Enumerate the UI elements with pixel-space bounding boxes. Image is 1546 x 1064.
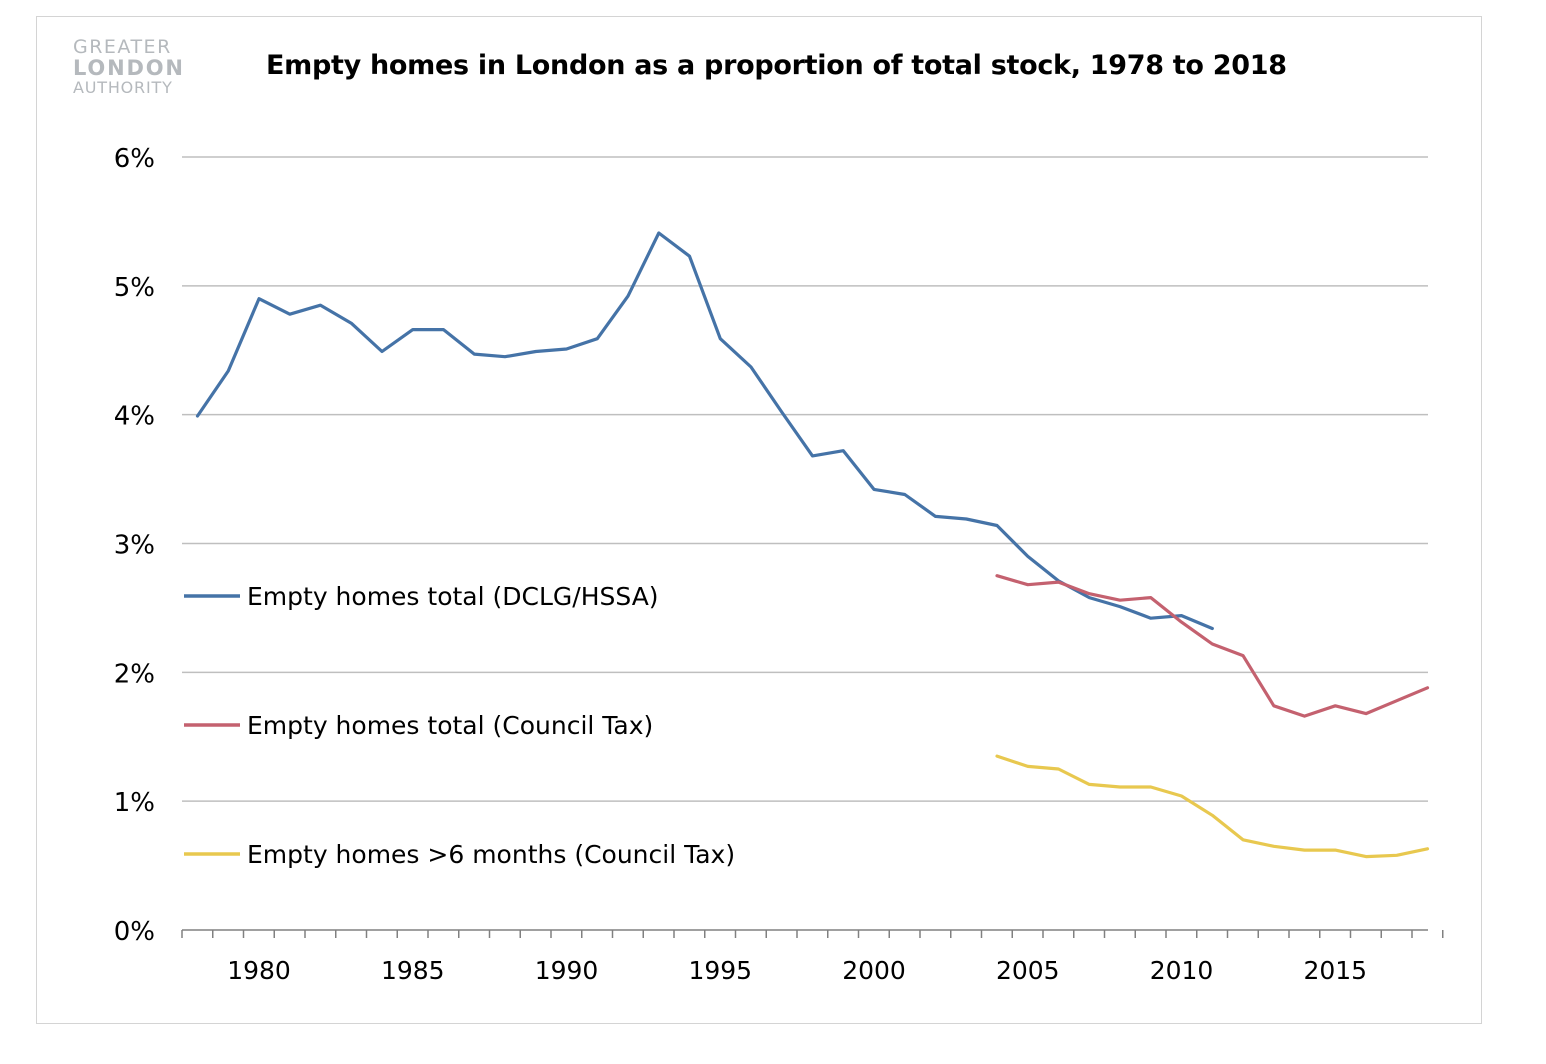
y-tick-label: 4% — [114, 402, 155, 432]
x-tick-label: 1990 — [535, 956, 599, 985]
series-line-2 — [995, 574, 1430, 718]
legend-label-2: Empty homes total (Council Tax) — [247, 711, 653, 740]
series-line-1 — [195, 231, 1214, 631]
logo-line-2: LONDON — [73, 56, 185, 80]
legend-label-1: Empty homes total (DCLG/HSSA) — [247, 582, 659, 611]
y-tick-label: 0% — [114, 917, 155, 947]
logo-line-1: GREATER — [73, 36, 172, 58]
gridlines — [182, 156, 1428, 802]
y-tick-label: 5% — [114, 273, 155, 303]
y-tick-label: 6% — [114, 144, 155, 174]
y-tick-labels: 0% 1% 2% 3% 4% 5% 6% — [114, 144, 155, 947]
logo-line-3: AUTHORITY — [73, 78, 173, 97]
x-tick-label: 2005 — [996, 956, 1060, 985]
y-tick-label: 3% — [114, 531, 155, 561]
legend-label-3: Empty homes >6 months (Council Tax) — [247, 840, 735, 869]
y-tick-label: 1% — [114, 788, 155, 818]
x-tick-label: 1980 — [227, 956, 291, 985]
series-line-3 — [995, 754, 1430, 859]
y-tick-label: 2% — [114, 659, 155, 689]
chart-frame — [36, 16, 1482, 1024]
x-tick-labels: 1980 1985 1990 1995 2000 2005 2010 2015 — [227, 956, 1367, 985]
x-tick-label: 1985 — [381, 956, 445, 985]
x-tick-label: 1995 — [688, 956, 752, 985]
series-lines — [195, 231, 1430, 859]
x-tick-label: 2015 — [1303, 956, 1367, 985]
x-axis — [181, 929, 1444, 938]
legend: Empty homes total (DCLG/HSSA) Empty homes… — [184, 582, 735, 869]
x-tick-label: 2000 — [842, 956, 906, 985]
gla-logo: GREATER LONDON AUTHORITY — [73, 38, 203, 96]
chart-title: Empty homes in London as a proportion of… — [266, 50, 1287, 81]
x-tick-label: 2010 — [1150, 956, 1214, 985]
